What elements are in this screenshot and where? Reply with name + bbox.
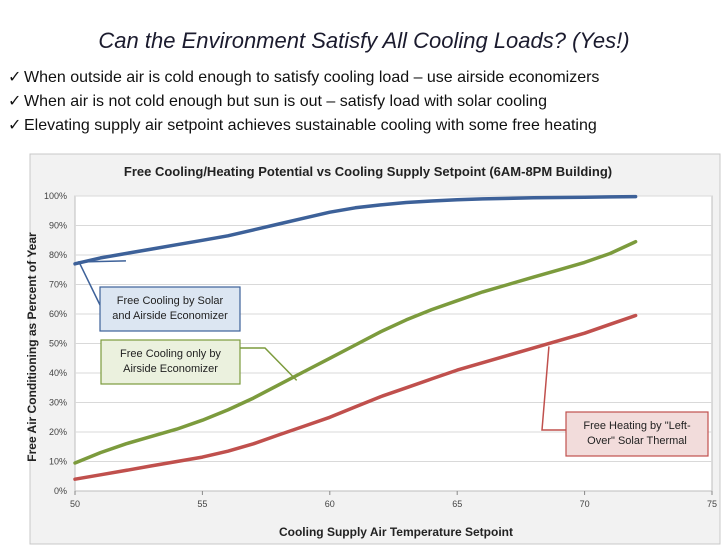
y-tick-label: 30% <box>49 398 67 408</box>
checkmark-icon: ✓ <box>8 69 22 86</box>
annotation-text: Free Cooling by Solar <box>117 295 224 307</box>
annotation-text: Free Cooling only by <box>120 348 221 360</box>
bullet-item: ✓ Elevating supply air setpoint achieves … <box>8 114 724 138</box>
annotation-leader <box>77 260 126 306</box>
annotation-text: and Airside Economizer <box>112 310 228 322</box>
bullet-list: ✓ When outside air is cold enough to sati… <box>8 66 724 138</box>
annotation-text: Airside Economizer <box>123 363 218 375</box>
x-tick-label: 55 <box>197 499 207 509</box>
annotation-box <box>99 286 241 332</box>
x-tick-label: 50 <box>70 499 80 509</box>
annotation-box <box>100 339 241 385</box>
checkmark-icon: ✓ <box>8 117 22 134</box>
y-tick-label: 80% <box>49 250 67 260</box>
y-tick-label: 100% <box>44 191 67 201</box>
chart-title: Free Cooling/Heating Potential vs Coolin… <box>124 164 612 179</box>
y-tick-label: 0% <box>54 486 67 496</box>
line-chart: Free Cooling/Heating Potential vs Coolin… <box>25 153 721 545</box>
y-tick-label: 60% <box>49 309 67 319</box>
bullet-text: When air is not cold enough but sun is o… <box>24 93 547 110</box>
x-tick-label: 75 <box>707 499 717 509</box>
y-tick-label: 90% <box>49 221 67 231</box>
annotation-text: Free Heating by "Left- <box>583 420 691 432</box>
y-tick-label: 20% <box>49 427 67 437</box>
series-line-1 <box>73 239 638 465</box>
annotation-text: Over" Solar Thermal <box>587 435 687 447</box>
x-tick-labels: 50 55 60 65 70 75 <box>70 491 717 509</box>
annotations: Free Cooling by Solar and Airside Economi… <box>77 260 709 457</box>
y-tick-label: 70% <box>49 280 67 290</box>
bullet-item: ✓ When air is not cold enough but sun is … <box>8 90 724 114</box>
x-tick-label: 70 <box>580 499 590 509</box>
series-line-0 <box>73 194 638 266</box>
bullet-text: Elevating supply air setpoint achieves s… <box>24 117 597 134</box>
bullet-item: ✓ When outside air is cold enough to sati… <box>8 66 724 90</box>
y-tick-labels: 0% 10% 20% 30% 40% 50% 60% 70% 80% 90% 100% <box>44 191 67 496</box>
y-tick-label: 50% <box>49 339 67 349</box>
y-tick-label: 40% <box>49 368 67 378</box>
x-tick-label: 60 <box>325 499 335 509</box>
x-axis-label: Cooling Supply Air Temperature Setpoint <box>279 525 513 539</box>
bullet-text: When outside air is cold enough to satis… <box>24 69 600 86</box>
series-lines <box>73 194 638 481</box>
x-tick-label: 65 <box>452 499 462 509</box>
slide-title: Can the Environment Satisfy All Cooling … <box>98 28 630 53</box>
y-tick-label: 10% <box>49 457 67 467</box>
y-axis-label: Free Air Conditioning as Percent of Year <box>25 232 39 462</box>
annotation-leader <box>240 347 298 381</box>
series-line-2 <box>73 313 638 481</box>
checkmark-icon: ✓ <box>8 93 22 110</box>
annotation-box <box>565 411 709 457</box>
annotation-leader <box>541 346 566 431</box>
